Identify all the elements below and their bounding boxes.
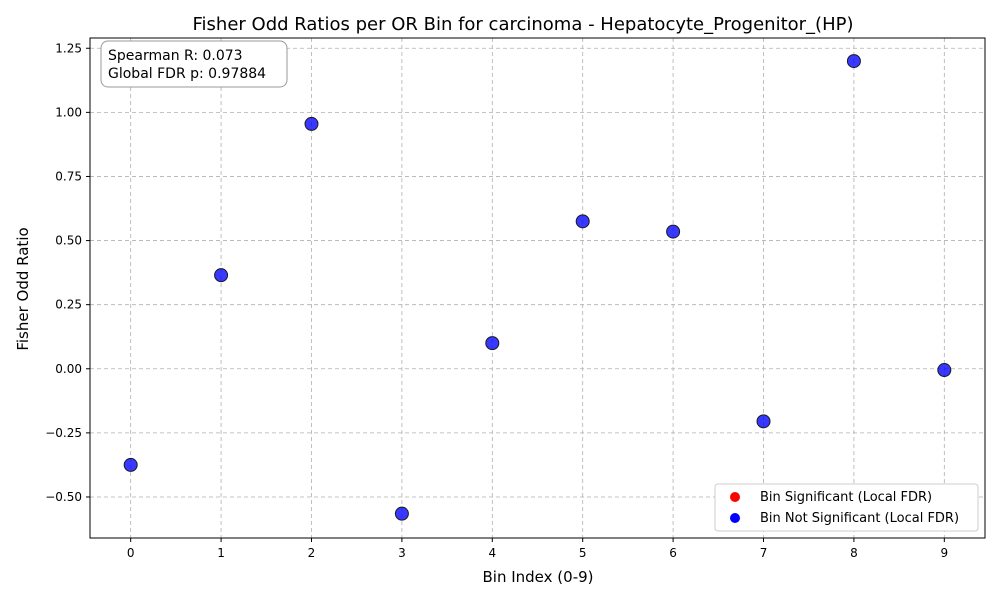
y-tick-label: 0.25 bbox=[55, 298, 82, 312]
chart-title: Fisher Odd Ratios per OR Bin for carcino… bbox=[193, 14, 854, 35]
data-point bbox=[394, 506, 409, 521]
data-point bbox=[123, 457, 138, 472]
x-tick-label: 4 bbox=[488, 546, 496, 560]
plot-frame bbox=[89, 37, 986, 539]
data-point bbox=[575, 214, 590, 229]
legend-marker-significant bbox=[730, 492, 740, 502]
data-point bbox=[756, 414, 771, 429]
x-tick-label: 1 bbox=[217, 546, 225, 560]
x-tick-label: 2 bbox=[308, 546, 316, 560]
global-fdr-text: Global FDR p: 0.97884 bbox=[108, 66, 266, 82]
data-point bbox=[304, 116, 319, 131]
legend-label-significant: Bin Significant (Local FDR) bbox=[760, 490, 932, 505]
x-axis-title: Bin Index (0-9) bbox=[483, 568, 594, 586]
x-tick-label: 0 bbox=[127, 546, 135, 560]
data-points bbox=[123, 54, 952, 521]
data-point bbox=[846, 54, 861, 69]
x-tick-label: 8 bbox=[850, 546, 858, 560]
stats-annotation-box: Spearman R: 0.073 Global FDR p: 0.97884 bbox=[100, 40, 288, 88]
x-axis-ticks: 0 1 2 3 4 5 6 7 8 9 bbox=[127, 538, 948, 560]
x-tick-label: 3 bbox=[398, 546, 406, 560]
y-tick-label: 0.50 bbox=[55, 234, 82, 248]
data-point bbox=[937, 363, 952, 378]
y-axis-title: Fisher Odd Ratio bbox=[14, 227, 32, 350]
x-tick-label: 9 bbox=[940, 546, 948, 560]
data-point bbox=[485, 336, 500, 351]
legend-frame bbox=[714, 483, 979, 532]
y-tick-label: 0.00 bbox=[55, 362, 82, 376]
y-tick-label: −0.25 bbox=[45, 426, 82, 440]
spearman-r-text: Spearman R: 0.073 bbox=[108, 48, 243, 64]
x-tick-label: 7 bbox=[760, 546, 768, 560]
legend-marker-not-significant bbox=[730, 513, 740, 523]
y-tick-label: −0.50 bbox=[45, 490, 82, 504]
stats-box-frame bbox=[100, 40, 288, 88]
legend-label-not-significant: Bin Not Significant (Local FDR) bbox=[760, 511, 959, 526]
x-tick-label: 6 bbox=[669, 546, 677, 560]
y-tick-label: 1.25 bbox=[55, 41, 82, 55]
grid bbox=[90, 38, 985, 538]
data-point bbox=[214, 268, 229, 283]
legend: Bin Significant (Local FDR) Bin Not Sign… bbox=[714, 483, 979, 532]
y-tick-label: 0.75 bbox=[55, 169, 82, 183]
x-tick-label: 5 bbox=[579, 546, 587, 560]
data-point bbox=[666, 224, 681, 239]
y-axis-ticks: −0.50 −0.25 0.00 0.25 0.50 0.75 1.00 1.25 bbox=[45, 41, 90, 504]
y-tick-label: 1.00 bbox=[55, 105, 82, 119]
